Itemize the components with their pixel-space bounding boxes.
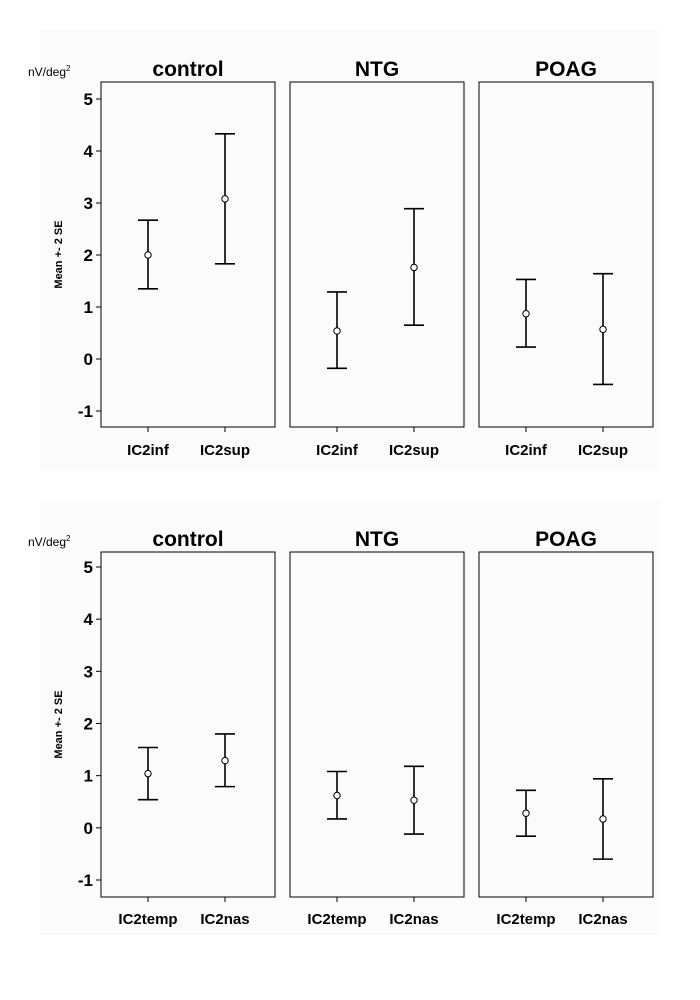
error-bar [516, 789, 536, 837]
y-tick-label: 4 [84, 610, 94, 629]
chart-background [40, 30, 660, 470]
unit-label: nV/deg2 [28, 64, 71, 79]
y-tick-label: -1 [78, 402, 93, 421]
category-label: IC2nas [389, 911, 438, 928]
category-label: IC2sup [389, 442, 439, 459]
panel-frame [478, 551, 654, 898]
category-label: IC2temp [307, 911, 366, 928]
panel-frame [289, 551, 465, 898]
category-label: IC2inf [316, 442, 359, 459]
panel-NTG: NTG IC2inf IC2sup [289, 58, 465, 459]
y-tick-label: 5 [84, 558, 93, 577]
mean-marker [410, 796, 418, 804]
category-label: IC2inf [505, 442, 548, 459]
category-label: IC2inf [127, 442, 170, 459]
panel-title: control [152, 58, 223, 81]
y-tick-label: 5 [84, 90, 93, 109]
panel-frame [478, 81, 654, 428]
mean-marker [599, 325, 607, 334]
error-bar [593, 272, 613, 386]
category-label: IC2temp [496, 911, 555, 928]
error-bar [327, 291, 347, 370]
mean-marker [144, 251, 152, 259]
chart-2: nV/deg2 Mean +- 2 SE -1 0 1 2 3 4 5 control IC2tem… [28, 500, 660, 935]
panel-frame [100, 551, 276, 898]
error-bar [404, 207, 424, 327]
y-tick-label: -1 [78, 871, 93, 890]
panel-control: control IC2inf IC2sup [100, 58, 276, 459]
panel-control: control IC2temp IC2nas [100, 528, 276, 928]
y-tick-label: 1 [84, 298, 93, 317]
category-label: IC2nas [200, 911, 249, 928]
panel-title: NTG [355, 58, 399, 81]
unit-superscript: 2 [66, 64, 71, 73]
error-bar [215, 133, 235, 265]
error-bar [404, 765, 424, 835]
y-tick-label: 3 [84, 194, 93, 213]
chart-background [40, 500, 660, 935]
panel-title: POAG [535, 58, 597, 81]
mean-marker [333, 791, 341, 800]
unit-superscript: 2 [66, 534, 71, 543]
panel-title: control [152, 528, 223, 551]
y-tick-label: 1 [84, 767, 93, 786]
category-label: IC2sup [578, 442, 628, 459]
y-tick-label: 3 [84, 662, 93, 681]
unit-label: nV/deg2 [28, 534, 71, 549]
error-bar [215, 733, 235, 788]
mean-marker [221, 756, 229, 765]
y-tick-label: 2 [84, 715, 93, 734]
category-label: IC2temp [118, 911, 177, 928]
y-tick-label: 2 [84, 246, 93, 265]
panel-NTG: NTG IC2temp IC2nas [289, 528, 465, 928]
error-bar [327, 770, 347, 820]
mean-marker [144, 769, 152, 778]
error-bar [593, 777, 613, 860]
chart-1: nV/deg2 Mean +- 2 SE -1 0 1 2 3 4 5 control IC2inf… [28, 30, 660, 470]
y-tick-label: 4 [84, 142, 94, 161]
category-label: IC2nas [578, 911, 627, 928]
mean-marker [410, 263, 418, 272]
panel-frame [289, 81, 465, 428]
y-axis-label: Mean +- 2 SE [53, 690, 65, 758]
panel-POAG: POAG IC2inf IC2sup [478, 58, 654, 459]
y-axis-label: Mean +- 2 SE [53, 220, 65, 288]
y-tick-label: 0 [84, 350, 93, 369]
mean-marker [599, 815, 607, 823]
panel-title: POAG [535, 528, 597, 551]
panel-title: NTG [355, 528, 399, 551]
error-bar [138, 219, 158, 290]
panel-frame [100, 81, 276, 428]
mean-marker [522, 310, 530, 318]
category-label: IC2sup [200, 442, 250, 459]
error-bar [516, 278, 536, 348]
error-bar [138, 746, 158, 801]
mean-marker [333, 327, 341, 335]
mean-marker [221, 195, 229, 203]
mean-marker [522, 809, 530, 817]
panel-POAG: POAG IC2temp IC2nas [478, 528, 654, 928]
y-tick-label: 0 [84, 819, 93, 838]
